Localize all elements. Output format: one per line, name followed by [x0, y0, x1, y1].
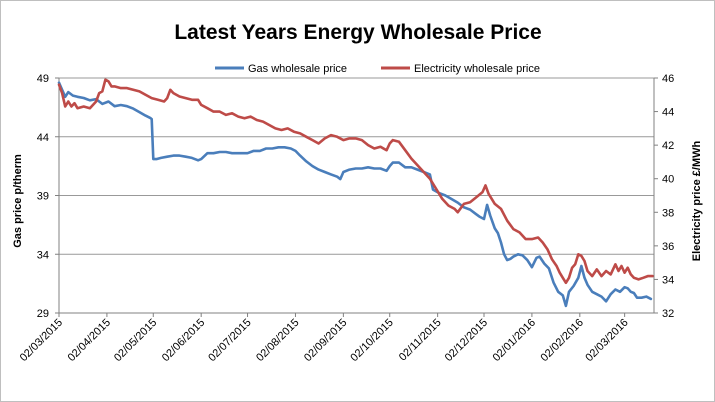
y-right-tick-label: 44 [662, 107, 674, 119]
y-right-tick-label: 32 [662, 308, 674, 320]
x-tick-label: 02/04/2015 [66, 317, 113, 364]
x-tick-label: 02/10/2015 [348, 317, 395, 364]
y-right-tick-label: 38 [662, 207, 674, 219]
y-left-tick-label: 29 [37, 308, 49, 320]
y-left-tick-label: 39 [37, 191, 49, 203]
x-tick-label: 02/07/2015 [206, 317, 253, 364]
electricity-price-line [57, 78, 654, 285]
y-right-tick-label: 36 [662, 241, 674, 253]
chart-title: Latest Years Energy Wholesale Price [174, 21, 541, 44]
x-tick-label: 02/06/2015 [160, 317, 207, 364]
y-left-tick-label: 34 [37, 249, 49, 261]
x-tick-label: 02/02/2016 [539, 317, 586, 364]
y-axis-left-label: Gas price p/therm [12, 154, 24, 248]
gas-price-line [57, 81, 653, 308]
y-right-tick-label: 40 [662, 174, 674, 186]
y-right-tick-label: 42 [662, 140, 674, 152]
legend: Gas wholesale price Electricity wholesal… [215, 63, 540, 75]
series-lines [57, 78, 654, 308]
x-tick-label: 02/05/2015 [112, 317, 159, 364]
y-right-tick-label: 46 [662, 73, 674, 85]
y-left-tick-label: 44 [37, 132, 49, 144]
gridlines [58, 77, 655, 314]
x-tick-label: 02/03/2015 [18, 317, 65, 364]
legend-label-electricity: Electricity wholesale price [414, 63, 540, 75]
x-tick-label: 02/11/2015 [397, 317, 444, 364]
y-axis-right-label: Electricity price £/MWh [691, 141, 703, 262]
x-tick-label: 02/09/2015 [302, 317, 349, 364]
y-axis-right-ticks: 32 34 36 38 40 42 44 46 [654, 73, 674, 320]
legend-label-gas: Gas wholesale price [248, 63, 347, 75]
x-tick-label: 02/08/2015 [254, 317, 301, 364]
y-left-tick-label: 49 [37, 73, 49, 85]
x-tick-label: 02/03/2016 [583, 317, 630, 364]
x-tick-label: 02/12/2015 [443, 317, 490, 364]
x-tick-label: 02/01/2016 [491, 317, 538, 364]
y-axis-left-ticks: 29 34 39 44 49 [37, 73, 59, 320]
y-right-tick-label: 34 [662, 274, 674, 286]
